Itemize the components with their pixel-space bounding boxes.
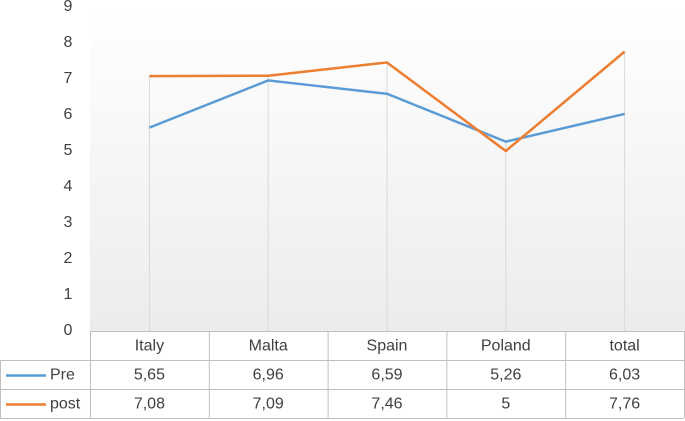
- x-tick-label: Spain: [367, 338, 408, 355]
- y-tick-label: 7: [64, 70, 73, 87]
- y-tick-label: 8: [64, 34, 73, 51]
- legend-label: Pre: [50, 367, 75, 384]
- y-tick-label: 6: [64, 106, 73, 123]
- table-value: 6,59: [371, 367, 402, 384]
- series-line: [148, 79, 625, 143]
- table-value: 5: [501, 396, 510, 413]
- series-line: [149, 50, 626, 153]
- y-tick-label: 9: [64, 0, 73, 15]
- y-tick-label: 5: [64, 142, 73, 159]
- legend-label: post: [50, 396, 81, 413]
- x-tick-label: total: [609, 338, 639, 355]
- table-value: 6,96: [253, 367, 284, 384]
- y-tick-label: 2: [64, 250, 73, 267]
- table-value: 7,09: [253, 396, 284, 413]
- table-value: 7,46: [371, 396, 402, 413]
- y-tick-label: 1: [64, 286, 73, 303]
- table-value: 5,65: [134, 367, 165, 384]
- table-value: 5,26: [490, 367, 521, 384]
- x-tick-label: Poland: [481, 338, 531, 355]
- x-tick-label: Malta: [249, 338, 288, 355]
- x-tick-label: Italy: [135, 338, 164, 355]
- table-value: 7,08: [134, 396, 165, 413]
- table-value: 7,76: [609, 396, 640, 413]
- y-tick-label: 0: [64, 322, 73, 339]
- table-value: 6,03: [609, 367, 640, 384]
- y-tick-label: 4: [64, 178, 73, 195]
- y-tick-label: 3: [64, 214, 73, 231]
